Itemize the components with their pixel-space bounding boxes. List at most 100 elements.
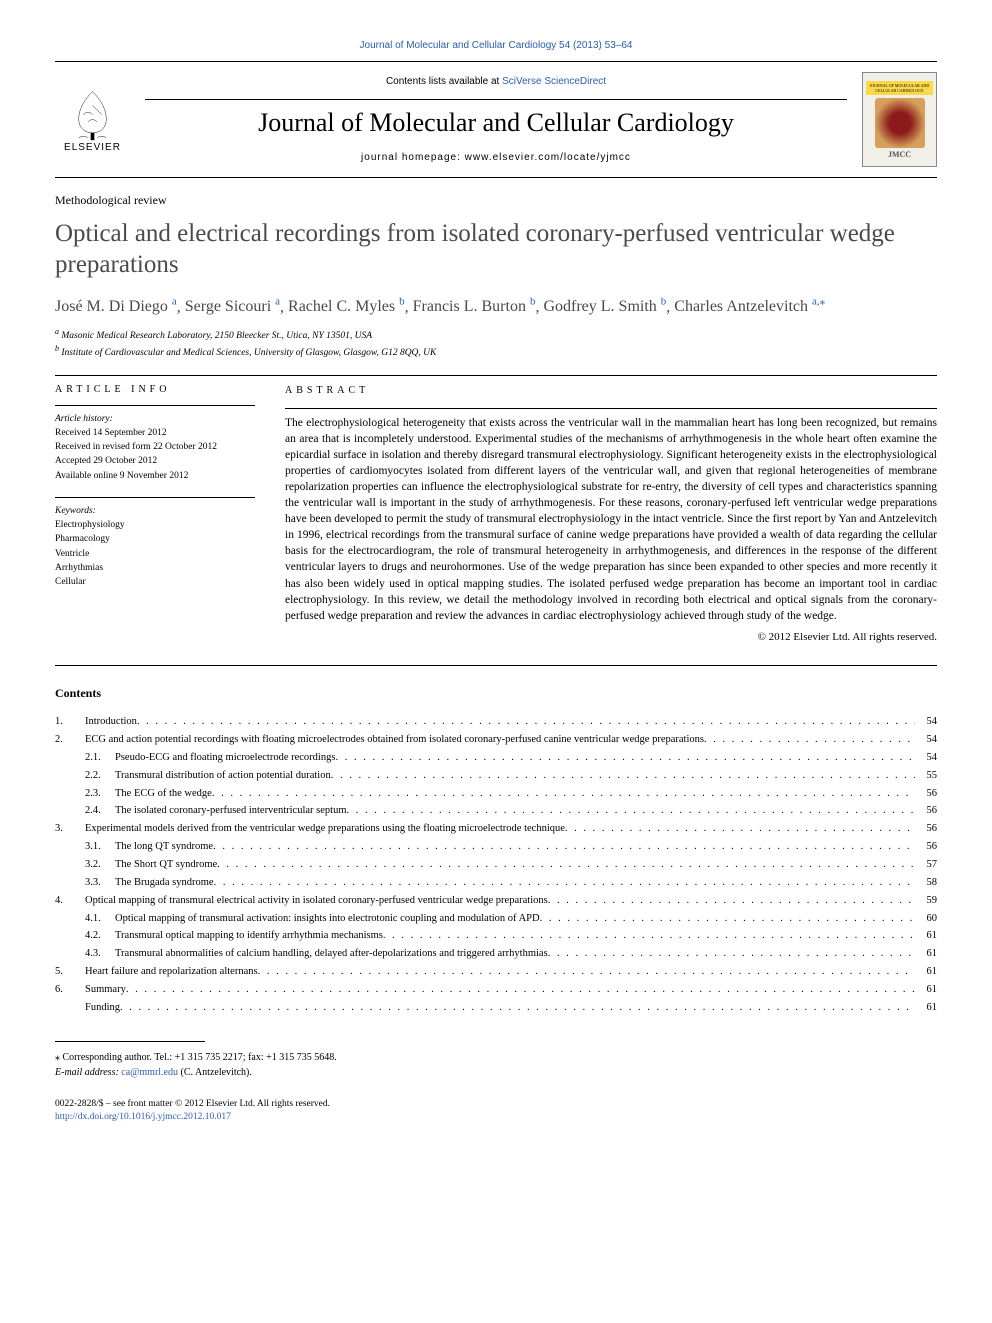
toc-page: 58	[915, 874, 937, 892]
toc-entry[interactable]: 2.4.The isolated coronary-perfused inter…	[55, 802, 937, 820]
journal-ref-top[interactable]: Journal of Molecular and Cellular Cardio…	[55, 40, 937, 51]
toc-number: 4.1.	[55, 910, 115, 928]
toc-entry[interactable]: 3.1.The long QT syndrome . . . . . . . .…	[55, 838, 937, 856]
toc-number: 4.3.	[55, 945, 115, 963]
email-label: E-mail address:	[55, 1067, 121, 1078]
toc-page: 54	[915, 749, 937, 767]
toc-page: 57	[915, 856, 937, 874]
table-of-contents: 1.Introduction . . . . . . . . . . . . .…	[55, 713, 937, 1016]
toc-entry[interactable]: 1.Introduction . . . . . . . . . . . . .…	[55, 713, 937, 731]
toc-title: The ECG of the wedge	[115, 785, 212, 803]
toc-title: Transmural distribution of action potent…	[115, 767, 331, 785]
toc-entry[interactable]: 2.1.Pseudo-ECG and floating microelectro…	[55, 749, 937, 767]
toc-entry[interactable]: 4.Optical mapping of transmural electric…	[55, 892, 937, 910]
toc-leader: . . . . . . . . . . . . . . . . . . . . …	[212, 785, 915, 803]
journal-homepage: journal homepage: www.elsevier.com/locat…	[145, 152, 847, 163]
corr-email-link[interactable]: ca@mmrl.edu	[121, 1067, 178, 1078]
affiliation: a Masonic Medical Research Laboratory, 2…	[55, 326, 937, 343]
tree-icon	[65, 87, 120, 142]
toc-title: The Brugada syndrome	[115, 874, 214, 892]
toc-number: 3.1.	[55, 838, 115, 856]
toc-entry[interactable]: 4.2.Transmural optical mapping to identi…	[55, 927, 937, 945]
author: Francis L. Burton b	[413, 298, 536, 315]
front-matter-line: 0022-2828/$ – see front matter © 2012 El…	[55, 1098, 937, 1111]
toc-page: 59	[915, 892, 937, 910]
abstract-text: The electrophysiological heterogeneity t…	[285, 415, 937, 624]
toc-number: 5.	[55, 963, 85, 981]
toc-title: The Short QT syndrome	[115, 856, 217, 874]
homepage-label: journal homepage:	[361, 152, 465, 163]
toc-leader: . . . . . . . . . . . . . . . . . . . . …	[383, 927, 915, 945]
toc-entry[interactable]: 3.3.The Brugada syndrome . . . . . . . .…	[55, 874, 937, 892]
toc-leader: . . . . . . . . . . . . . . . . . . . . …	[126, 981, 915, 999]
toc-number: 4.	[55, 892, 85, 910]
article-info-heading: article info	[55, 384, 255, 395]
toc-leader: . . . . . . . . . . . . . . . . . . . . …	[120, 999, 915, 1017]
toc-entry[interactable]: Funding . . . . . . . . . . . . . . . . …	[55, 999, 937, 1017]
journal-title: Journal of Molecular and Cellular Cardio…	[145, 108, 847, 138]
toc-leader: . . . . . . . . . . . . . . . . . . . . …	[214, 874, 915, 892]
toc-title: Introduction	[85, 713, 137, 731]
toc-entry[interactable]: 3.2.The Short QT syndrome . . . . . . . …	[55, 856, 937, 874]
history-item: Accepted 29 October 2012	[55, 454, 255, 468]
toc-page: 54	[915, 713, 937, 731]
author: Rachel C. Myles b	[288, 298, 405, 315]
toc-leader: . . . . . . . . . . . . . . . . . . . . …	[331, 767, 915, 785]
toc-title: Transmural abnormalities of calcium hand…	[115, 945, 548, 963]
toc-number: 2.	[55, 731, 85, 749]
toc-entry[interactable]: 4.3.Transmural abnormalities of calcium …	[55, 945, 937, 963]
toc-page: 61	[915, 945, 937, 963]
homepage-url[interactable]: www.elsevier.com/locate/yjmcc	[465, 152, 631, 163]
toc-title: Heart failure and repolarization alterna…	[85, 963, 258, 981]
history-item: Available online 9 November 2012	[55, 469, 255, 483]
toc-number: 2.1.	[55, 749, 115, 767]
toc-entry[interactable]: 4.1.Optical mapping of transmural activa…	[55, 910, 937, 928]
toc-leader: . . . . . . . . . . . . . . . . . . . . …	[217, 856, 915, 874]
keyword: Electrophysiology	[55, 518, 255, 532]
article-history: Received 14 September 2012Received in re…	[55, 426, 255, 483]
history-label: Article history:	[55, 412, 255, 426]
toc-leader: . . . . . . . . . . . . . . . . . . . . …	[548, 945, 915, 963]
toc-title: Experimental models derived from the ven…	[85, 820, 565, 838]
toc-leader: . . . . . . . . . . . . . . . . . . . . …	[540, 910, 915, 928]
keywords-label: Keywords:	[55, 504, 255, 518]
elsevier-logo: ELSEVIER	[55, 77, 130, 162]
toc-page: 54	[915, 731, 937, 749]
cover-tag: JMCC	[888, 150, 911, 159]
toc-title: Pseudo-ECG and floating microelectrode r…	[115, 749, 335, 767]
contents-heading: Contents	[55, 686, 937, 701]
toc-page: 56	[915, 820, 937, 838]
contents-prefix: Contents lists available at	[386, 76, 502, 87]
toc-leader: . . . . . . . . . . . . . . . . . . . . …	[137, 713, 915, 731]
toc-number: 3.3.	[55, 874, 115, 892]
toc-leader: . . . . . . . . . . . . . . . . . . . . …	[258, 963, 915, 981]
toc-page: 61	[915, 927, 937, 945]
doi-link[interactable]: http://dx.doi.org/10.1016/j.yjmcc.2012.1…	[55, 1112, 231, 1122]
author: Godfrey L. Smith b	[543, 298, 666, 315]
toc-page: 56	[915, 838, 937, 856]
corresponding-footnote: ⁎ Corresponding author. Tel.: +1 315 735…	[55, 1050, 937, 1080]
toc-title: The long QT syndrome	[115, 838, 213, 856]
contents-available: Contents lists available at SciVerse Sci…	[145, 76, 847, 87]
toc-title: Optical mapping of transmural electrical…	[85, 892, 548, 910]
toc-page: 55	[915, 767, 937, 785]
journal-header: ELSEVIER Contents lists available at Sci…	[55, 61, 937, 178]
toc-entry[interactable]: 2.ECG and action potential recordings wi…	[55, 731, 937, 749]
toc-title: The isolated coronary-perfused intervent…	[115, 802, 347, 820]
toc-entry[interactable]: 2.2.Transmural distribution of action po…	[55, 767, 937, 785]
page-footer: 0022-2828/$ – see front matter © 2012 El…	[55, 1098, 937, 1125]
toc-page: 61	[915, 999, 937, 1017]
toc-entry[interactable]: 6.Summary . . . . . . . . . . . . . . . …	[55, 981, 937, 999]
abstract-copyright: © 2012 Elsevier Ltd. All rights reserved…	[285, 630, 937, 645]
toc-entry[interactable]: 3.Experimental models derived from the v…	[55, 820, 937, 838]
toc-title: ECG and action potential recordings with…	[85, 731, 704, 749]
toc-entry[interactable]: 5.Heart failure and repolarization alter…	[55, 963, 937, 981]
sciencedirect-link[interactable]: SciVerse ScienceDirect	[502, 76, 606, 87]
article-type: Methodological review	[55, 193, 937, 208]
toc-number: 2.3.	[55, 785, 115, 803]
email-suffix: (C. Antzelevitch).	[178, 1067, 252, 1078]
toc-entry[interactable]: 2.3.The ECG of the wedge . . . . . . . .…	[55, 785, 937, 803]
toc-number: 3.	[55, 820, 85, 838]
toc-number: 2.2.	[55, 767, 115, 785]
publisher-name: ELSEVIER	[64, 142, 121, 153]
